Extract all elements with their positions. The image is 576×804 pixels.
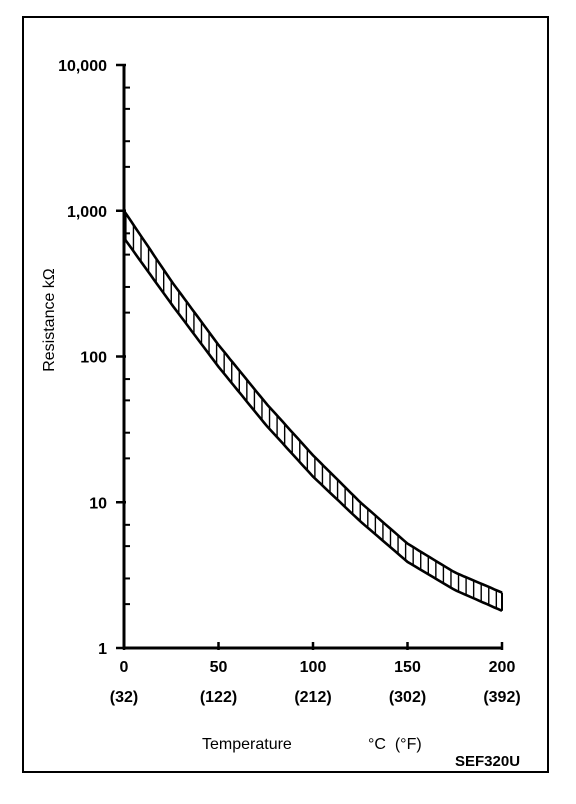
- y-axis-title: Resistance kΩ: [41, 268, 58, 372]
- x-tick-label-celsius: 200: [489, 659, 516, 676]
- x-axis-title: Temperature: [202, 736, 292, 753]
- upper-limit-curve: [122, 210, 503, 594]
- y-tick-label: 10: [89, 495, 107, 512]
- x-tick-label-celsius: 100: [300, 659, 327, 676]
- x-tick-label-celsius: 50: [210, 659, 228, 676]
- x-tick-label-fahrenheit: (212): [294, 689, 331, 706]
- x-tick-label-celsius: 0: [120, 659, 129, 676]
- resistance-band: [122, 210, 503, 612]
- x-tick-label-fahrenheit: (302): [389, 689, 426, 706]
- ticks: [116, 63, 504, 650]
- lower-limit-curve: [122, 237, 503, 612]
- y-tick-label: 1: [98, 641, 107, 658]
- y-tick-label: 1,000: [67, 204, 107, 221]
- figure-code: SEF320U: [455, 753, 520, 770]
- x-axis-unit: °C (°F): [368, 736, 422, 753]
- axes: [122, 65, 502, 650]
- x-tick-label-fahrenheit: (32): [110, 689, 138, 706]
- x-tick-label-celsius: 150: [394, 659, 421, 676]
- x-tick-label-fahrenheit: (392): [483, 689, 520, 706]
- y-tick-label: 10,000: [58, 58, 107, 75]
- x-tick-label-fahrenheit: (122): [200, 689, 237, 706]
- y-tick-label: 100: [80, 350, 107, 367]
